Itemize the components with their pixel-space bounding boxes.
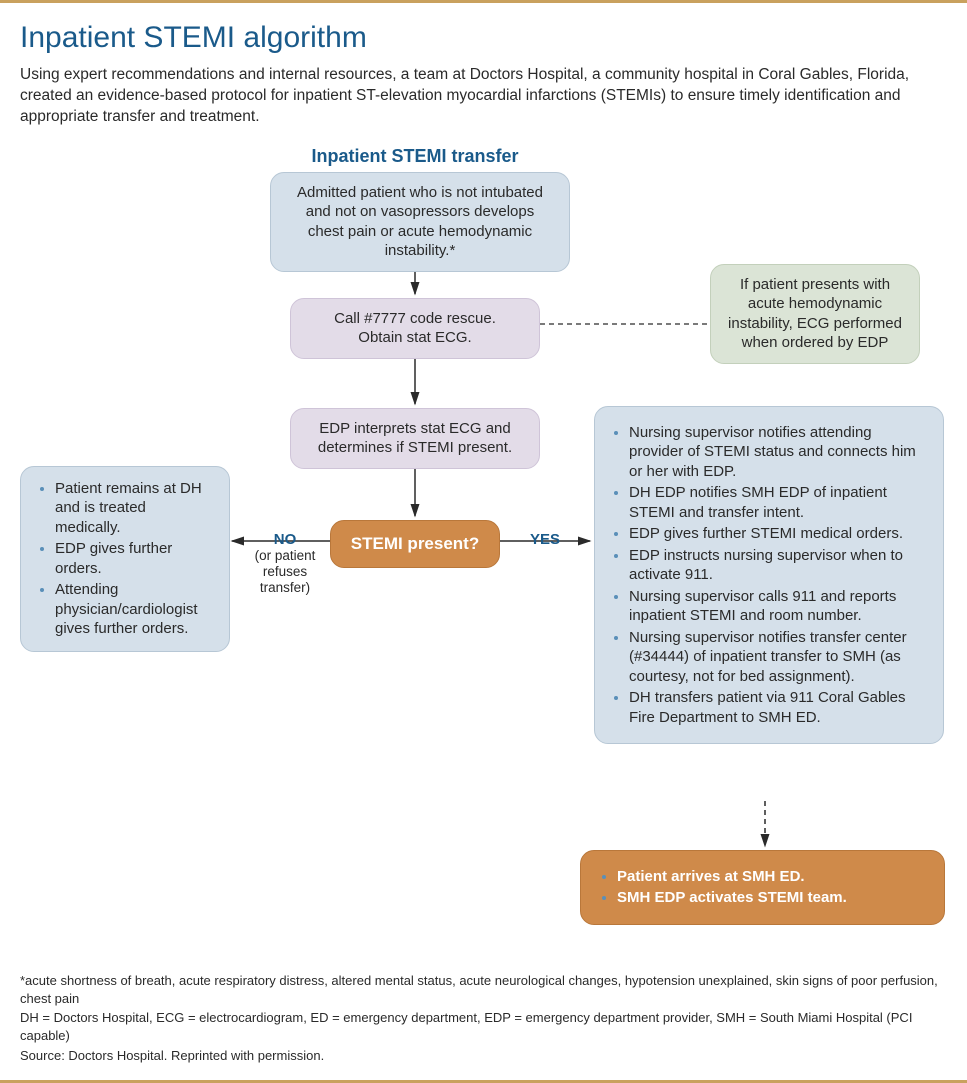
flowchart: Inpatient STEMI transfer Admitted patien… <box>20 146 947 966</box>
yes-list: Nursing supervisor notifies attending pr… <box>611 423 927 728</box>
final-list: Patient arrives at SMH ED. SMH EDP activ… <box>599 867 926 908</box>
page: Inpatient STEMI algorithm Using expert r… <box>0 0 967 1083</box>
list-item: Patient remains at DH and is treated med… <box>55 479 213 538</box>
page-title: Inpatient STEMI algorithm <box>20 21 947 55</box>
edge-label-no: NO (or patient refuses transfer) <box>245 531 325 597</box>
node-interpret: EDP interprets stat ECG and determines i… <box>290 408 540 469</box>
intro-text: Using expert recommendations and interna… <box>20 65 947 128</box>
node-decision: STEMI present? <box>330 520 500 568</box>
flow-subtitle: Inpatient STEMI transfer <box>280 146 550 167</box>
list-item: Patient arrives at SMH ED. <box>617 867 926 887</box>
list-item: Attending physician/cardiologist gives f… <box>55 580 213 639</box>
no-sub: (or patient refuses transfer) <box>245 548 325 597</box>
node-no-actions: Patient remains at DH and is treated med… <box>20 466 230 652</box>
footnotes: *acute shortness of breath, acute respir… <box>20 972 947 1065</box>
list-item: EDP gives further STEMI medical orders. <box>629 524 927 544</box>
list-item: DH EDP notifies SMH EDP of inpatient STE… <box>629 483 927 522</box>
node-call-l2: Obtain stat ECG. <box>307 328 523 348</box>
list-item: DH transfers patient via 911 Coral Gable… <box>629 688 927 727</box>
list-item: EDP gives further orders. <box>55 539 213 578</box>
list-item: Nursing supervisor calls 911 and reports… <box>629 587 927 626</box>
no-list: Patient remains at DH and is treated med… <box>37 479 213 639</box>
node-start: Admitted patient who is not intubated an… <box>270 172 570 272</box>
list-item: Nursing supervisor notifies transfer cen… <box>629 628 927 687</box>
node-call: Call #7777 code rescue. Obtain stat ECG. <box>290 298 540 359</box>
no-text: NO <box>274 531 297 548</box>
list-item: EDP instructs nursing supervisor when to… <box>629 546 927 585</box>
node-call-l1: Call #7777 code rescue. <box>307 309 523 329</box>
list-item: Nursing supervisor notifies attending pr… <box>629 423 927 482</box>
node-side-note: If patient presents with acute hemodynam… <box>710 264 920 364</box>
footnote-abbr: DH = Doctors Hospital, ECG = electrocard… <box>20 1009 947 1045</box>
edge-label-yes: YES <box>515 531 575 548</box>
list-item: SMH EDP activates STEMI team. <box>617 888 926 908</box>
node-final: Patient arrives at SMH ED. SMH EDP activ… <box>580 850 945 925</box>
footnote-source: Source: Doctors Hospital. Reprinted with… <box>20 1047 947 1065</box>
footnote-star: *acute shortness of breath, acute respir… <box>20 972 947 1008</box>
node-yes-actions: Nursing supervisor notifies attending pr… <box>594 406 944 745</box>
